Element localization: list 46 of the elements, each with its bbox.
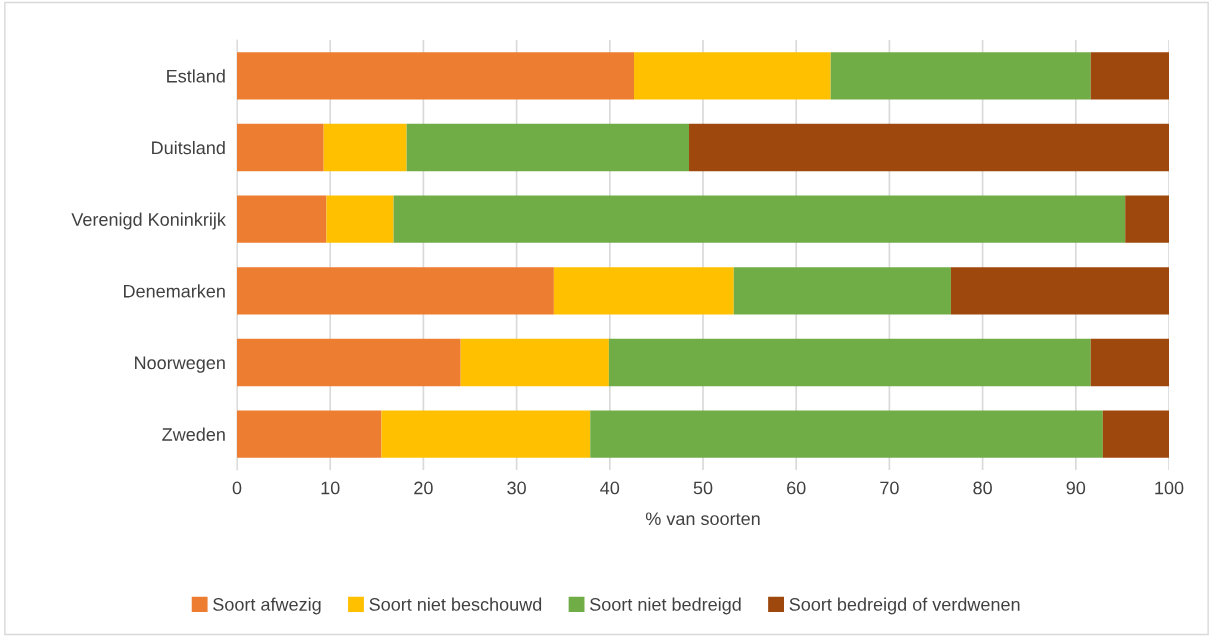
bar [1102,410,1169,458]
x-tick-label: 30 [507,481,526,495]
bar [830,52,1091,100]
bar [689,123,1169,172]
x-tick-label: 80 [973,481,992,495]
bar [237,338,461,387]
legend-label: Soort bedreigd of verdwenen [789,597,1020,615]
y-tick-label: Estland [167,69,225,83]
x-tick-label: 70 [880,481,899,495]
legend-label: Soort afwezig [213,597,321,615]
y-tick-label: Verenigd Koninkrijk [71,212,226,230]
bar [1090,338,1169,387]
bar [237,123,324,172]
x-axis-title: % van soorten [645,512,760,526]
bar [381,410,591,458]
x-tick-label: 60 [787,481,806,495]
y-tick-label: Zweden [162,427,225,441]
bar [950,267,1169,315]
bar [1090,52,1169,100]
x-tick-label: 90 [1066,481,1086,495]
bar [326,195,394,243]
bar [323,123,407,172]
bar [237,267,554,315]
y-tick-label: Noorwegen [135,356,225,373]
x-tick-label: 20 [414,481,433,495]
x-tick-label: 40 [600,481,620,495]
bar [1125,195,1169,243]
bar [237,410,382,458]
x-tick-label: 10 [321,481,340,495]
x-tick-label: 0 [232,481,242,495]
y-tick-label: Denemarken [124,284,225,298]
y-tick-label: Duitsland [152,140,225,155]
legend-label: Soort niet bedreigd [590,597,741,615]
x-tick-label: 50 [693,481,713,495]
bar [608,338,1091,387]
bar [634,52,831,100]
bar [590,410,1103,458]
bar [406,123,690,172]
bar [237,195,327,243]
bar [237,52,635,100]
x-tick-label: 100 [1155,481,1184,495]
bar [733,267,951,315]
bar [393,195,1126,243]
legend-label: Soort niet beschouwd [369,597,542,611]
bar [553,267,734,315]
bar [460,338,609,387]
